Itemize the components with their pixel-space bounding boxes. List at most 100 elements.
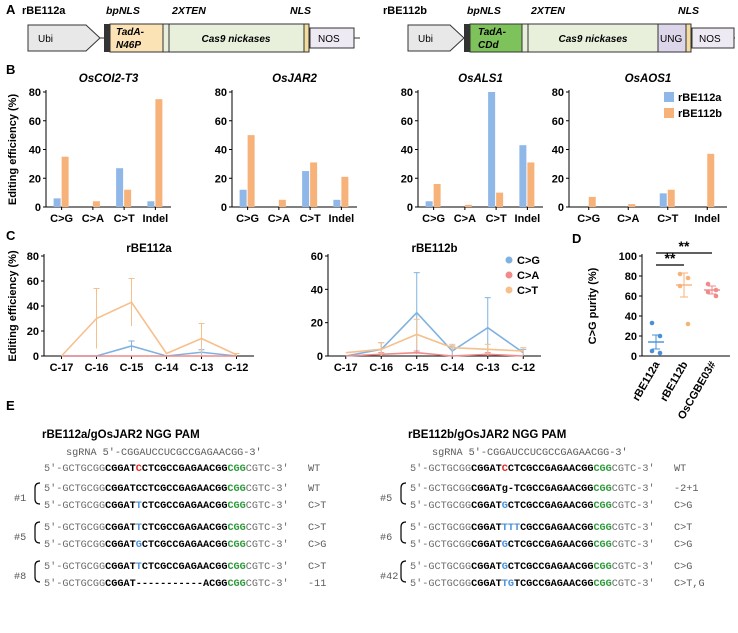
d-point	[657, 333, 663, 339]
e-seq-segment: CGTC-3′	[246, 463, 289, 475]
d-point	[685, 275, 691, 281]
e-seq-tag-1: C>T	[674, 523, 692, 534]
construct-b-cas9-label: Cas9 nickases	[559, 34, 628, 45]
d-ytick-label: 20	[625, 331, 637, 343]
e-seq-segment: 5′-GCTGCGG	[44, 561, 105, 573]
d-sig-label: **	[679, 238, 690, 254]
construct-a-ubi: Ubi	[38, 34, 53, 45]
construct-a-nls-label: NLS	[290, 5, 311, 17]
e-seq-tag-0: C>G	[308, 540, 326, 551]
construct-a-bpnls-block	[104, 24, 110, 52]
b-xtick-label: C>T	[486, 213, 507, 225]
e-seq-segment: CGGAT	[105, 562, 136, 573]
construct-b-name: rBE112b	[383, 5, 427, 17]
e-sgrna-0: sgRNA 5′-CGGAUCCUCGCCGAGAACGG-3′	[66, 447, 262, 459]
e-group-bracket-1	[400, 521, 407, 544]
e-seq-tag-1: C>T,G	[674, 579, 705, 590]
e-seq-segment: TG	[502, 579, 514, 590]
e-seq-segment: CGG	[227, 523, 245, 534]
e-seq-tag-1: C>G	[674, 540, 692, 551]
e-group-label-1: #6	[380, 533, 392, 544]
e-seq-segment: 5′-GCTGCGG	[410, 561, 471, 573]
b-bar-rBE112b	[124, 189, 132, 207]
e-seq-segment: CGGAT	[105, 501, 136, 512]
c-line-C>A	[345, 351, 524, 357]
e-seq-segment: CGG	[593, 562, 611, 573]
e-seq-segment: CGCCGAGAACGG	[520, 523, 593, 534]
b-bar-rBE112a	[147, 201, 155, 207]
c-xtick-label: C-16	[369, 362, 393, 374]
construct-a-xten-block	[162, 23, 170, 53]
b-bar-rBE112b	[247, 135, 255, 207]
c-xtick-label: C-12	[511, 362, 535, 374]
c-legend-marker-2	[505, 286, 513, 294]
construct-b-deaminase-line1: TadA-	[478, 27, 507, 38]
c-ytick-label: 0	[317, 351, 323, 363]
e-seq-segment: CGGATg-TCGCCGAGAACGG	[471, 484, 593, 495]
c-xtick-label: C-17	[50, 362, 74, 374]
e-seq-tag-0: WT	[308, 464, 320, 475]
c-xtick-label: C-17	[334, 362, 358, 374]
e-seq-segment: CGGAT	[471, 501, 502, 512]
e-seq-row-0: 5′-GCTGCGGCGGAT-----------ACGGCGGCGTC-3′	[44, 578, 289, 590]
d-ylabel: C>G purity (%)	[587, 267, 599, 344]
e-seq-segment: CGGATCCTCGCCGAGAACGG	[105, 484, 227, 495]
e-seq-row-1: 5′-GCTGCGGCGGATCCTCGCCGAGAACGGCGGCGTC-3′	[410, 463, 655, 475]
b-bar-rBE112b	[433, 184, 441, 207]
e-seq-segment: CGGAT	[471, 540, 502, 551]
b-xtick-label: Indel	[694, 213, 720, 225]
b-xtick-label: Indel	[515, 213, 541, 225]
b-xtick-label: C>T	[300, 213, 321, 225]
d-point	[713, 293, 719, 299]
e-seq-segment: 5′-GCTGCGG	[44, 500, 105, 512]
b-bar-rBE112a	[488, 92, 496, 207]
b-bar-rBE112a	[519, 145, 527, 207]
e-seq-segment: CGGAT	[105, 579, 136, 590]
c-ylabel: Editing efficiency (%)	[7, 250, 19, 362]
b-xtick-label: C>T	[657, 213, 678, 225]
e-seq-segment: CGG	[227, 484, 245, 495]
b-xtick-label: C>A	[617, 213, 639, 225]
e-seq-segment: CGG	[227, 501, 245, 512]
construct-a-deaminase	[109, 23, 164, 53]
construct-a-nos-label: NOS	[318, 34, 340, 45]
e-seq-row-0: 5′-GCTGCGGCGGATCCTCGCCGAGAACGGCGGCGTC-3′	[44, 463, 289, 475]
e-seq-segment: 5′-GCTGCGG	[410, 463, 471, 475]
e-group-label-1: #42	[380, 572, 398, 583]
b-ytick-label: 20	[401, 173, 413, 185]
e-seq-segment: 5′-GCTGCGG	[44, 539, 105, 551]
e-seq-segment: CGG	[227, 540, 245, 551]
e-seq-segment: CGTC-3′	[246, 522, 289, 534]
c-legend-label-2: C>T	[517, 285, 538, 297]
construct-b-nos	[691, 27, 735, 49]
e-seq-segment: 5′-GCTGCGG	[44, 483, 105, 495]
e-seq-segment: CGTC-3′	[612, 578, 655, 590]
e-seq-segment: 5′-GCTGCGG	[410, 483, 471, 495]
e-seq-segment: CGTC-3′	[612, 539, 655, 551]
construct-b-promoter	[407, 24, 465, 52]
e-seq-row-0: 5′-GCTGCGGCGGATGCTCGCCGAGAACGGCGGCGTC-3′	[44, 539, 289, 551]
c-legend-label-1: C>A	[517, 270, 539, 282]
construct-a-deaminase-line2: N46P	[116, 40, 141, 51]
e-seq-segment: CGGAT	[471, 562, 502, 573]
e-seq-row-1: 5′-GCTGCGGCGGATGCTCGCCGAGAACGGCGGCGTC-3′	[410, 539, 655, 551]
e-seq-tag-0: C>T	[308, 501, 326, 512]
construct-b-ung	[657, 23, 687, 53]
e-seq-segment: CTCGCCGAGAACGG	[508, 540, 594, 551]
e-seq-segment: CGG	[593, 484, 611, 495]
e-seq-segment: 5′-GCTGCGG	[410, 539, 471, 551]
construct-b-bpnls-label: bpNLS	[467, 5, 501, 17]
b-ytick-label: 20	[552, 173, 564, 185]
construct-b-nos-label: NOS	[699, 34, 721, 45]
e-seq-segment: CGTC-3′	[246, 561, 289, 573]
e-seq-segment: CTCGCCGAGAACGG	[142, 540, 228, 551]
c-line-C>T	[60, 301, 237, 357]
construct-a-name: rBE112a	[22, 5, 66, 17]
e-seq-segment: G	[136, 540, 142, 551]
panel-label-c: C	[6, 228, 16, 243]
e-seq-segment: CGTC-3′	[612, 522, 655, 534]
b-ytick-label: 20	[215, 173, 227, 185]
construct-b-ung-label: UNG	[660, 34, 682, 45]
construct-a-cas9	[168, 23, 305, 53]
panel-label-b: B	[6, 62, 15, 77]
